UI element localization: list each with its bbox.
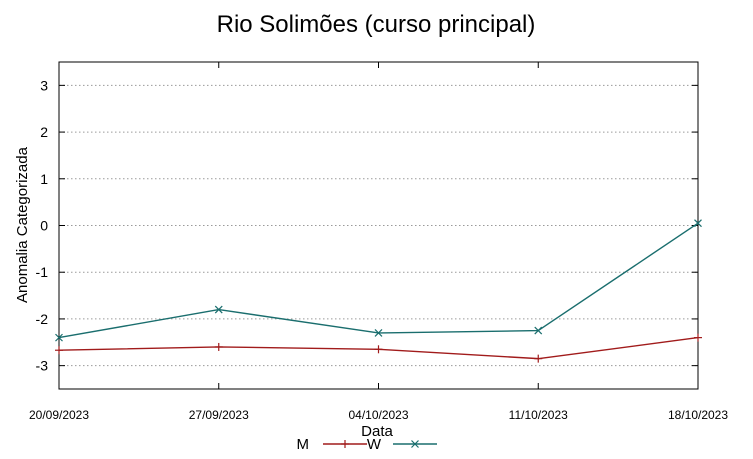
series-point-w: [214, 305, 223, 314]
series-point-w: [694, 219, 702, 228]
x-ticks: 20/09/2023 27/09/2023 04/10/2023 11/10/2023…: [29, 62, 728, 422]
grid-layer: [59, 84, 698, 367]
series-point-m: [694, 333, 702, 342]
plot-frame: [58, 61, 699, 390]
series-point-w: [374, 329, 383, 337]
legend-item-w: W: [367, 436, 437, 453]
series-point-m: [534, 354, 543, 363]
chart-title: Rio Solimões (curso principal): [217, 11, 536, 38]
y-tick-label: 3: [40, 77, 48, 93]
y-tick-label: 1: [40, 171, 48, 187]
y-tick-label: -1: [36, 264, 49, 280]
series-layer: [55, 219, 702, 363]
x-tick-label: 18/10/2023: [668, 408, 728, 422]
y-axis-label: Anomalia Categorizada: [14, 146, 31, 303]
series-point-w: [534, 326, 543, 335]
y-tick-label: 2: [40, 124, 48, 140]
x-tick-label: 04/10/2023: [348, 408, 408, 422]
y-tick-label: 0: [40, 218, 48, 234]
y-tick-label: -2: [36, 311, 49, 327]
series-point-m: [214, 342, 223, 351]
y-tick-label: -3: [36, 358, 49, 374]
series-point-w: [55, 333, 63, 342]
series-point-m: [55, 346, 63, 355]
series-line-w: [58, 222, 699, 339]
legend-item-m: M: [297, 436, 367, 453]
y-ticks: 3 2 1 0 -1 -2 -3: [36, 77, 698, 374]
x-tick-label: 20/09/2023: [29, 408, 89, 422]
series-point-m: [374, 345, 383, 354]
legend-label: M: [297, 436, 310, 453]
legend-label: W: [367, 436, 382, 453]
x-axis-label: Data: [361, 423, 393, 440]
x-tick-label: 27/09/2023: [189, 408, 249, 422]
x-tick-label: 11/10/2023: [509, 408, 568, 422]
